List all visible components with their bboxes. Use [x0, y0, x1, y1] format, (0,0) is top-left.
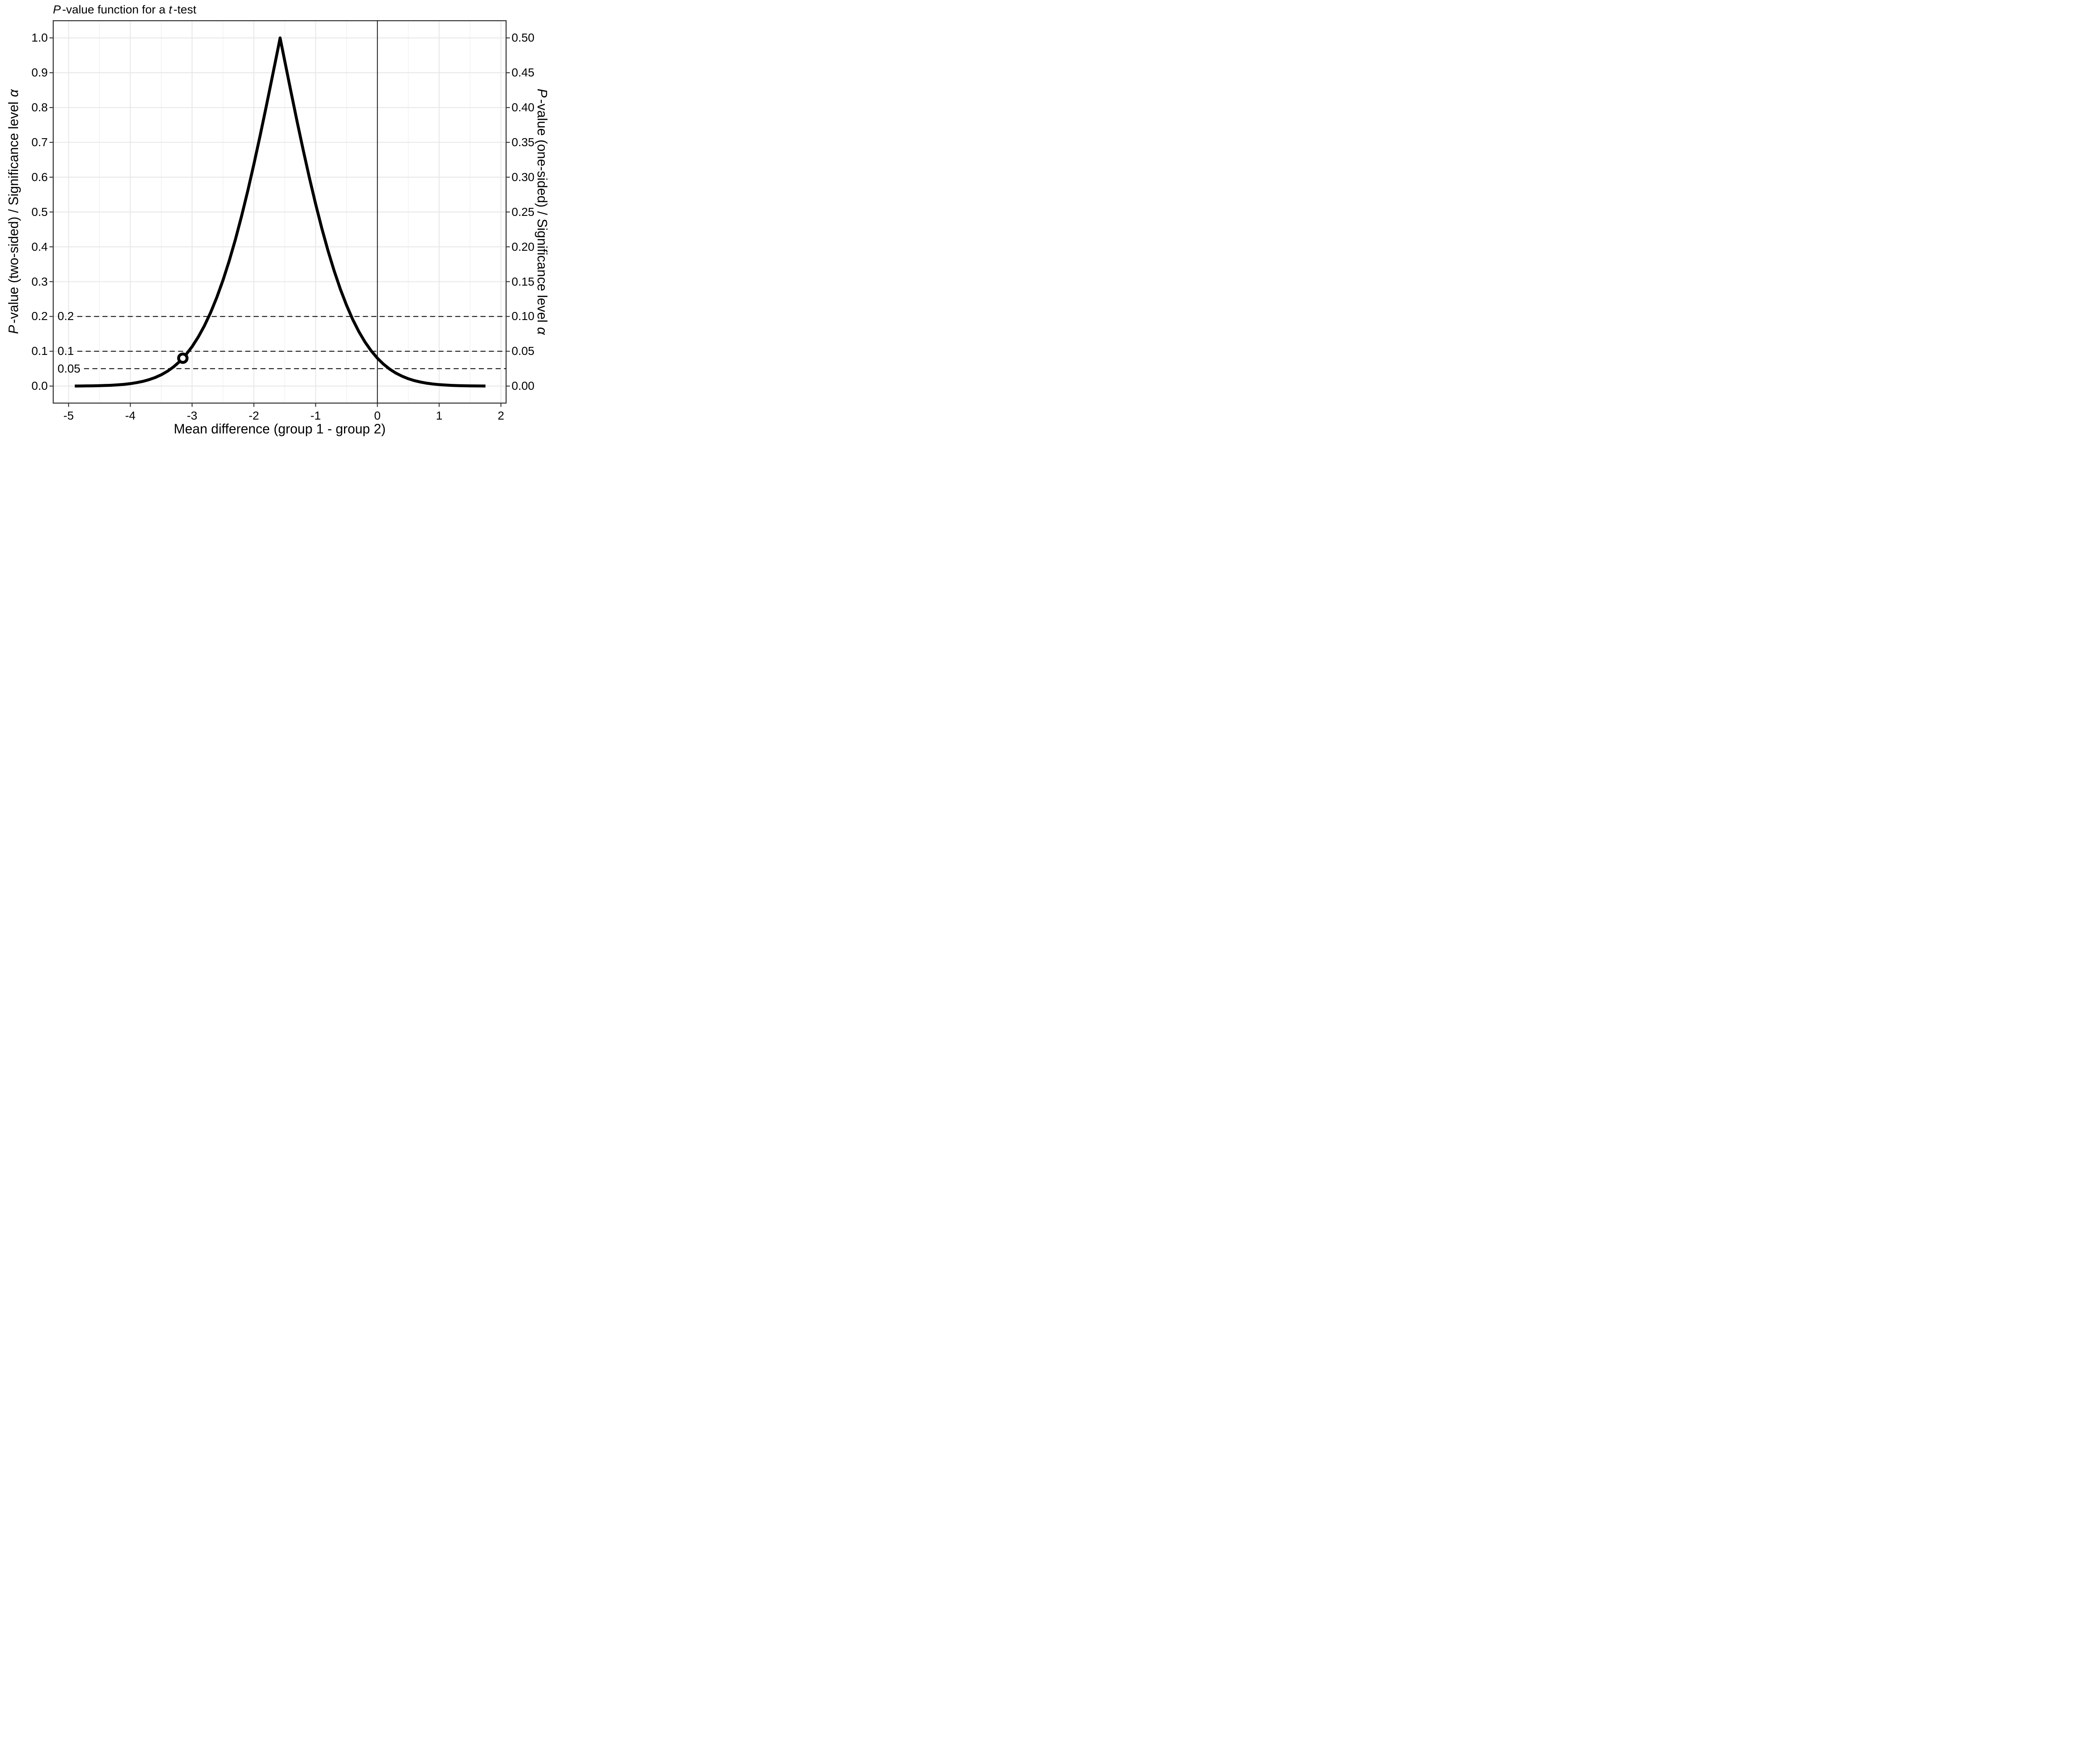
x-tick-label: -1 — [310, 409, 321, 422]
y-left-tick-label: 0.5 — [31, 205, 48, 218]
pvalue-curve — [74, 36, 486, 388]
y-right-tick-label: 0.00 — [512, 379, 535, 393]
italic-symbol: P — [535, 88, 550, 98]
reference-line-label: 0.2 — [58, 310, 74, 323]
chart-canvas — [49, 20, 510, 407]
y-left-tick-label: 1.0 — [31, 31, 48, 45]
x-tick-label: -4 — [125, 409, 136, 422]
x-tick-label: -2 — [248, 409, 259, 422]
y-left-tick-label: 0.0 — [31, 379, 48, 393]
x-tick-label: -3 — [186, 409, 197, 422]
y-right-tick-label: 0.40 — [512, 101, 535, 114]
y-left-tick-label: 0.7 — [31, 135, 48, 149]
x-tick-label: 2 — [497, 409, 504, 422]
x-tick-label: -5 — [63, 409, 74, 422]
y-left-tick-label: 0.6 — [31, 170, 48, 184]
label-text: -test — [173, 3, 197, 16]
y-left-tick-label: 0.2 — [31, 310, 48, 323]
italic-symbol: α — [535, 327, 550, 335]
y-right-tick-label: 0.45 — [512, 66, 535, 79]
reference-line-label: 0.05 — [58, 362, 81, 375]
italic-symbol: P — [53, 3, 61, 16]
italic-symbol: t — [168, 3, 172, 16]
open-circle-marker — [177, 352, 189, 364]
y-right-tick-label: 0.25 — [512, 205, 535, 218]
y-left-tick-label: 0.9 — [31, 66, 48, 79]
y-right-tick-label: 0.35 — [512, 135, 535, 149]
plot-title: P -value function for a t -test — [53, 3, 196, 17]
y-right-tick-label: 0.05 — [512, 344, 535, 358]
x-axis-title: Mean difference (group 1 - group 2) — [173, 421, 386, 436]
y-right-tick-label: 0.15 — [512, 275, 535, 288]
y-left-tick-label: 0.1 — [31, 344, 48, 358]
y-left-tick-label: 0.4 — [31, 240, 48, 253]
y-right-tick-label: 0.10 — [512, 310, 535, 323]
pvalue-function-chart: P -value function for a t -test Mean diffe… — [0, 0, 567, 441]
reference-line-label: 0.1 — [58, 344, 74, 358]
y-right-tick-label: 0.50 — [512, 31, 535, 45]
x-tick-label: 0 — [374, 409, 381, 422]
y-left-tick-label: 0.3 — [31, 275, 48, 288]
italic-symbol: P — [6, 325, 21, 334]
italic-symbol: α — [6, 89, 21, 97]
y-right-tick-label: 0.30 — [512, 170, 535, 184]
y-right-tick-label: 0.20 — [512, 240, 535, 253]
x-tick-label: 1 — [436, 409, 443, 422]
y-left-tick-label: 0.8 — [31, 101, 48, 114]
label-text: -value function for a — [62, 3, 169, 16]
